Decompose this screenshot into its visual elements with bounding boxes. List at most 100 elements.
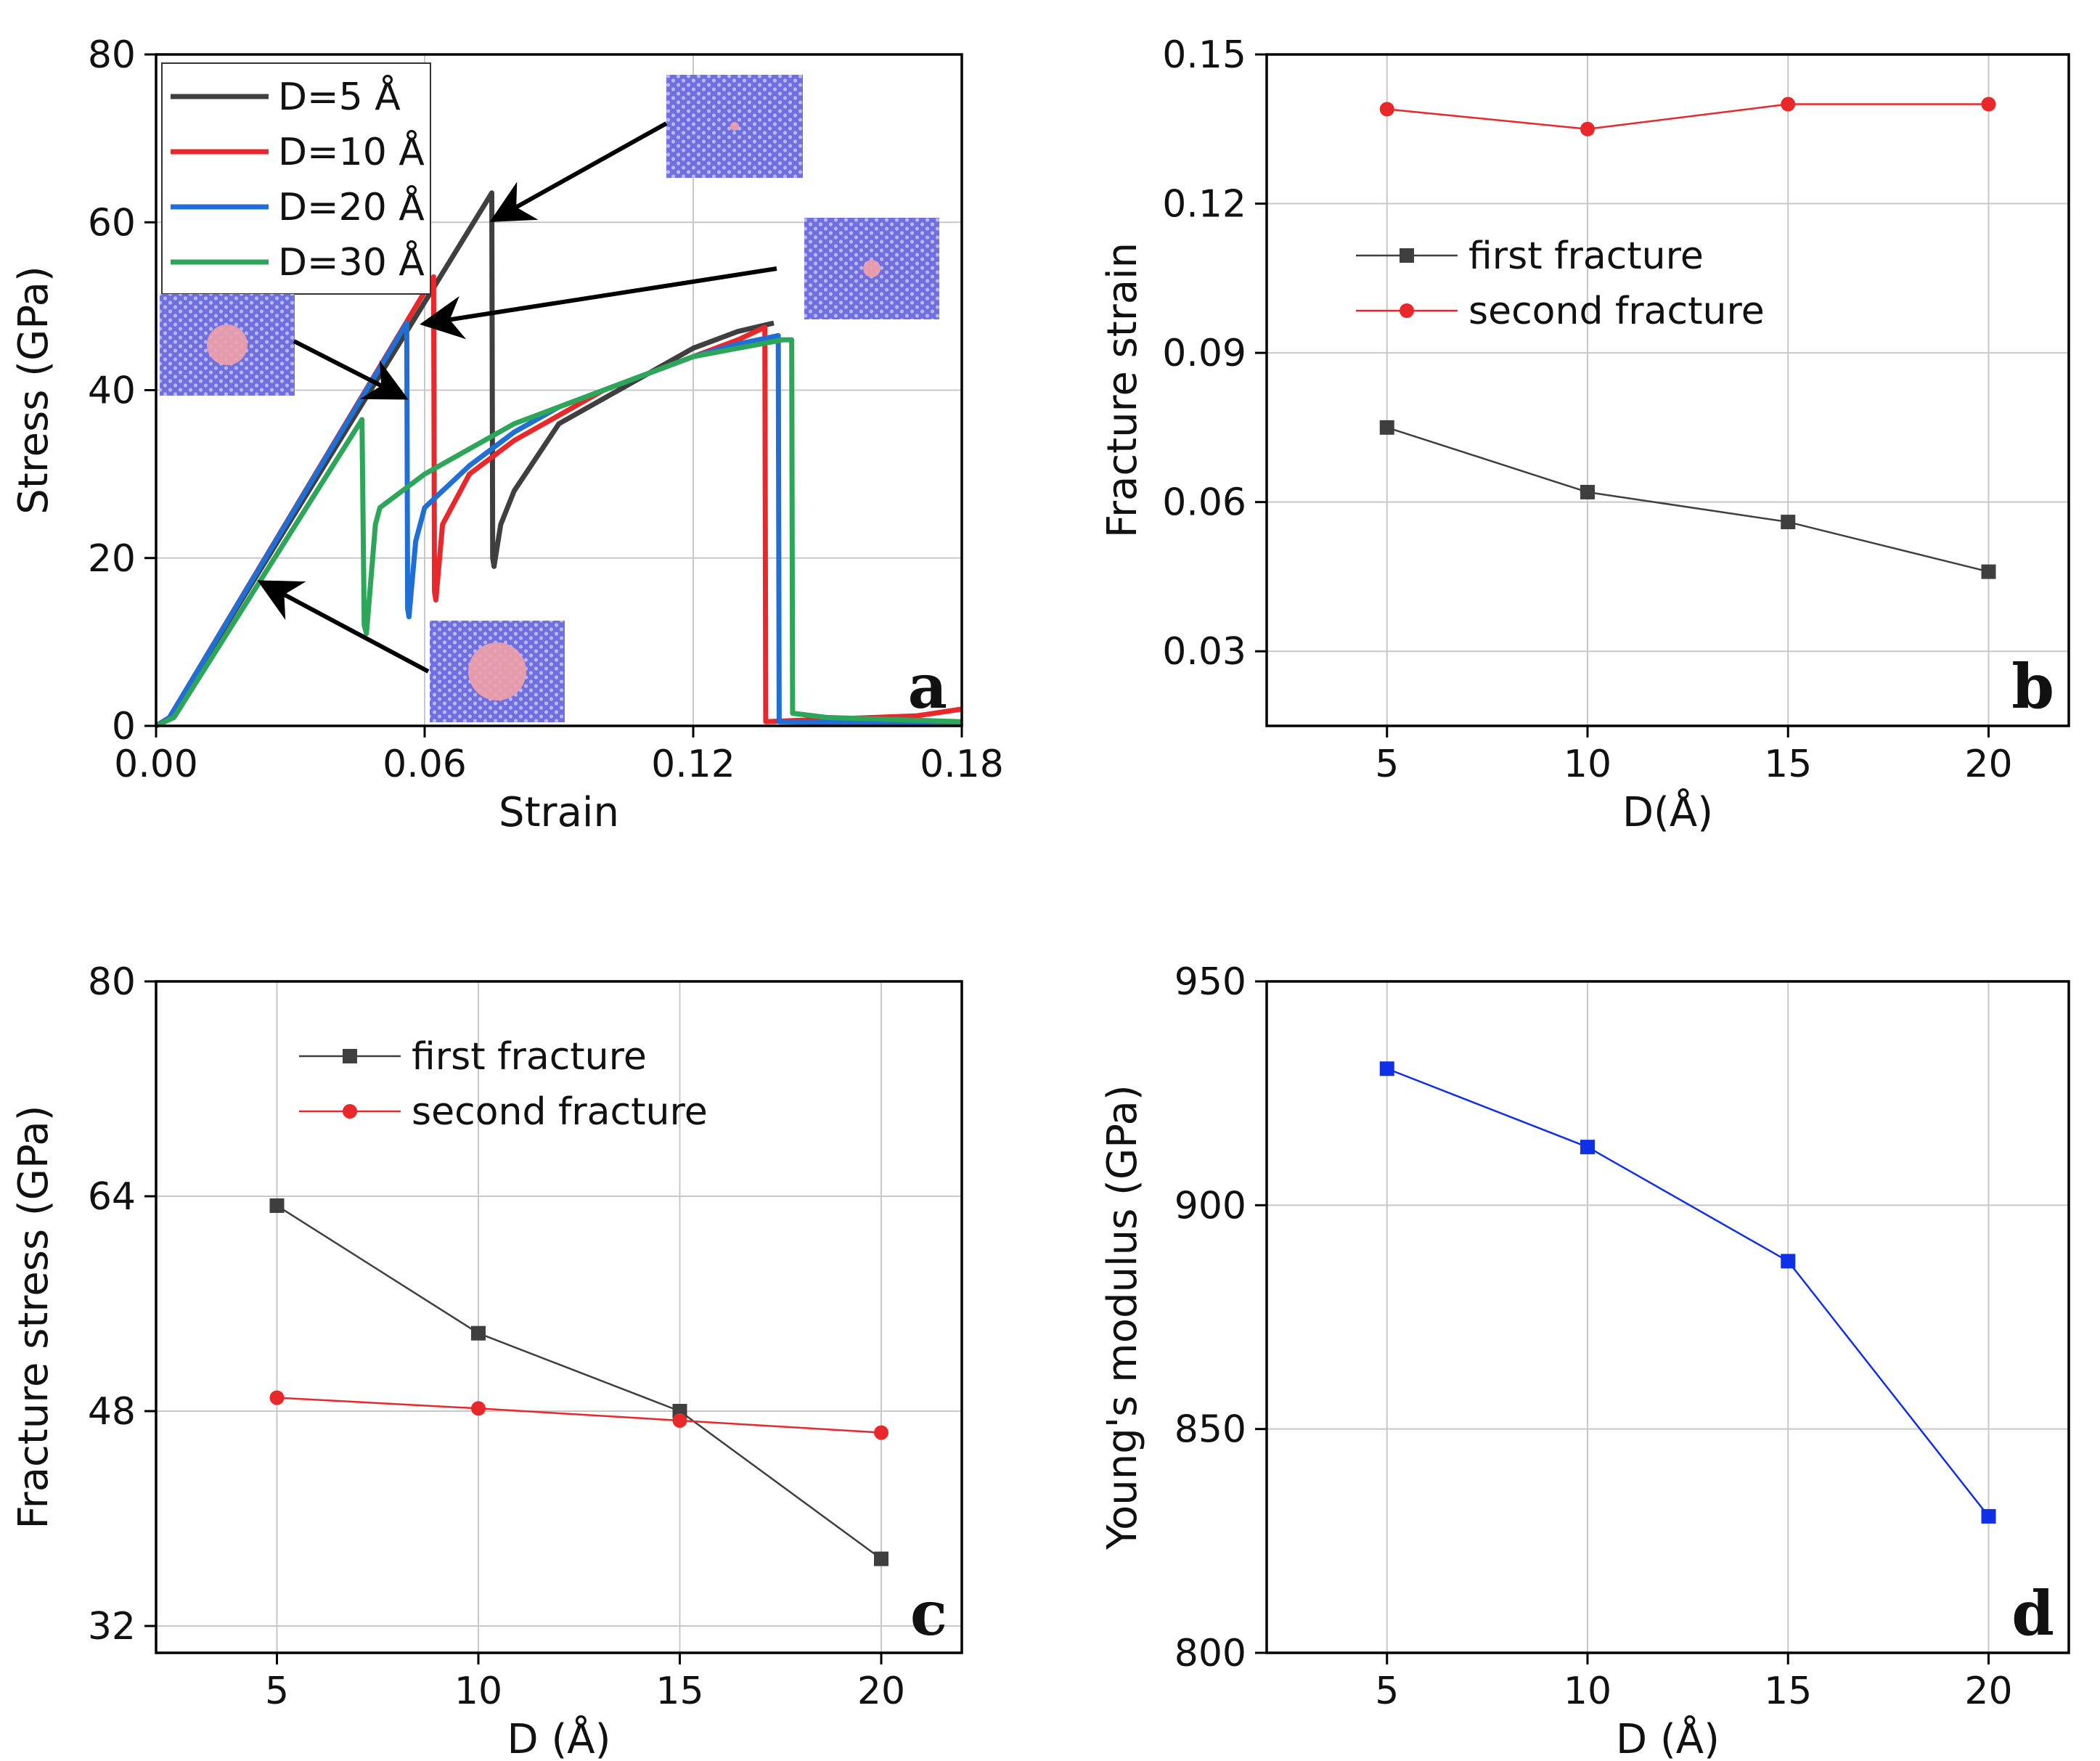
y-tick-label: 80 — [88, 33, 136, 77]
x-tick-label: 15 — [1764, 1670, 1812, 1713]
panel-letter: c — [910, 1577, 947, 1649]
x-axis-label: Strain — [499, 789, 619, 836]
data-point — [1981, 1508, 1996, 1524]
x-tick-label: 0.18 — [920, 743, 1004, 786]
y-tick-label: 0.12 — [1162, 183, 1246, 226]
x-tick-label: 0.12 — [651, 743, 735, 786]
data-point — [874, 1551, 888, 1566]
legend-marker — [343, 1104, 357, 1119]
x-tick-label: 15 — [1764, 743, 1812, 786]
defect-region — [730, 122, 739, 131]
inset-d30 — [430, 621, 565, 722]
legend-c: first fracture second fracture — [299, 1035, 708, 1134]
x-tick-label: 0.00 — [114, 743, 198, 786]
gridlines — [1267, 981, 2069, 1654]
y-tick-label: 0.06 — [1162, 481, 1246, 525]
pointer-arrow — [293, 339, 409, 400]
series-young-s-modulus — [1379, 1061, 1996, 1524]
y-axis-label: Fracture stress (GPa) — [10, 1106, 57, 1529]
chart-panel-d: 5 10 15 20 800 850 900 950 D (Å) Young's modulus … — [1099, 960, 2070, 1761]
data-point — [471, 1401, 486, 1416]
data-point — [269, 1390, 285, 1405]
series-first-fracture — [269, 1198, 888, 1566]
series-line — [155, 190, 775, 728]
series-second-fracture — [269, 1390, 888, 1440]
y-tick-label: 64 — [88, 1175, 136, 1219]
y-tick-label: 0.09 — [1162, 332, 1246, 375]
data-point — [1379, 1061, 1394, 1076]
legend-label: first fracture — [412, 1035, 647, 1079]
y-tick-label: 850 — [1174, 1408, 1246, 1452]
data-point — [471, 1325, 486, 1341]
data-point — [874, 1425, 888, 1440]
data-point — [1981, 564, 1996, 579]
y-tick-label: 80 — [88, 960, 136, 1004]
panel-letter: d — [2011, 1577, 2054, 1649]
gridlines — [1267, 54, 2069, 726]
x-tick-label: 10 — [1564, 743, 1611, 786]
x-axis-label: D (Å) — [1616, 1715, 1720, 1761]
x-tick-label: 20 — [857, 1670, 905, 1713]
y-tick-label: 20 — [88, 537, 136, 581]
series-line — [277, 1397, 882, 1434]
x-tick-label: 0.06 — [383, 743, 467, 786]
legend-label: D=30 Å — [278, 240, 425, 285]
legend-marker — [343, 1049, 357, 1063]
y-tick-label: 32 — [88, 1605, 136, 1648]
pointer-arrow — [257, 580, 430, 674]
inset-d5 — [666, 75, 803, 178]
data-point — [1379, 102, 1394, 117]
series-d-20- — [155, 320, 962, 728]
series-line — [155, 320, 962, 728]
series-second-fracture — [1379, 97, 1996, 136]
panel-letter: a — [908, 650, 947, 722]
defect-region — [863, 260, 881, 277]
chart-panel-c: 5 10 15 20 32 48 64 80 D (Å) Fracture stress (GPa… — [10, 960, 963, 1761]
legend-box — [161, 62, 431, 295]
series-line — [276, 1204, 882, 1560]
series-line — [1386, 103, 1989, 131]
series-first-fracture — [1379, 420, 1996, 579]
data-point — [1781, 515, 1796, 530]
data-point — [1580, 1140, 1595, 1155]
x-tick-label: 15 — [655, 1670, 703, 1713]
legend-label: D=20 Å — [278, 184, 425, 229]
data-point — [1580, 121, 1595, 136]
plot-frame — [1265, 980, 2070, 1654]
defect-region — [207, 324, 248, 365]
data-point — [1781, 97, 1796, 112]
data-point — [1379, 420, 1394, 435]
x-tick-label: 10 — [1564, 1670, 1611, 1713]
series-line — [1386, 426, 1989, 573]
y-tick-label: 0 — [112, 705, 136, 748]
x-axis-label: D (Å) — [507, 1715, 611, 1761]
x-tick-label: 10 — [454, 1670, 502, 1713]
chart-panel-b: 5 10 15 20 0.03 0.06 0.09 0.12 0.15 D(Å) Fracture … — [1099, 33, 2070, 836]
x-axis-label: D(Å) — [1622, 788, 1713, 836]
x-tick-label: 5 — [1375, 743, 1399, 786]
pointer-arrow — [420, 266, 777, 340]
data-point — [1781, 1254, 1796, 1269]
inset-d10 — [804, 218, 939, 319]
legend-label: D=10 Å — [278, 129, 425, 174]
panel-letter: b — [2011, 650, 2054, 722]
x-tick-label: 20 — [1964, 743, 2012, 786]
y-axis-label: Fracture strain — [1099, 242, 1146, 538]
legend-label: second fracture — [412, 1090, 708, 1134]
y-axis-label: Young's modulus (GPa) — [1099, 1084, 1146, 1550]
y-tick-label: 60 — [88, 201, 136, 245]
data-point — [1981, 97, 1996, 112]
legend-b: first fracture second fracture — [1356, 234, 1765, 333]
y-tick-label: 0.03 — [1162, 630, 1246, 674]
chart-panel-a: 0.00 0.06 0.12 0.18 0 20 40 60 80 Strain Stress (G… — [10, 33, 1004, 836]
legend-marker — [1400, 303, 1414, 318]
y-tick-label: 900 — [1174, 1184, 1246, 1227]
plot-frame — [155, 980, 963, 1654]
series-d-30- — [155, 337, 963, 729]
series-line — [1386, 1068, 1990, 1517]
x-tick-label: 20 — [1964, 1670, 2012, 1713]
data-point — [1580, 484, 1595, 499]
x-tick-label: 5 — [265, 1670, 289, 1713]
y-tick-label: 950 — [1174, 960, 1246, 1004]
